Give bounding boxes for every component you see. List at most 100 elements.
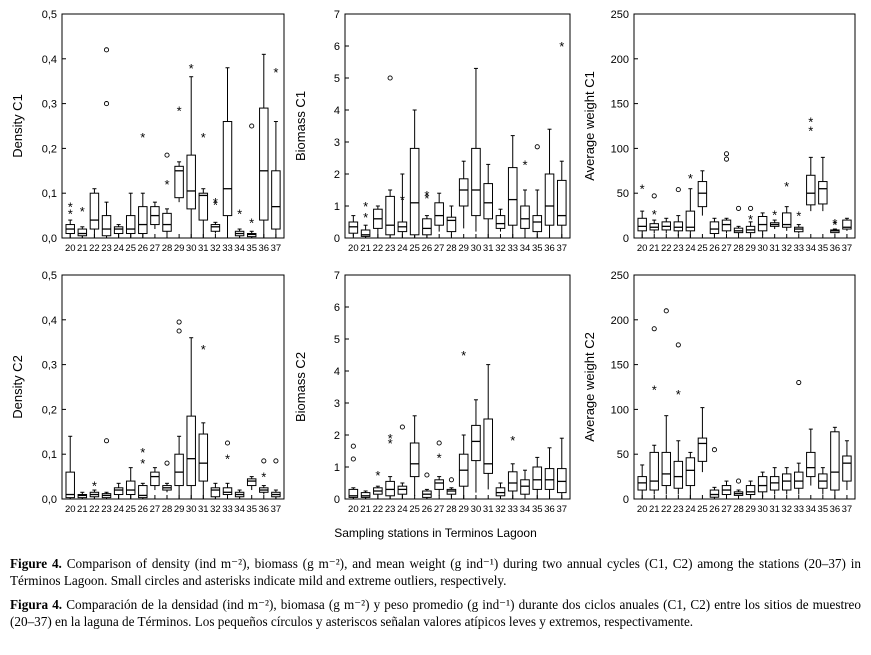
box <box>520 205 530 229</box>
x-tick-label: 32 <box>210 504 221 515</box>
x-tick-label: 23 <box>673 504 684 515</box>
extreme-outlier: * <box>213 197 218 212</box>
x-tick-label: 20 <box>65 504 76 515</box>
box-station-37: 37 * <box>556 39 567 254</box>
extreme-outlier: * <box>388 431 393 446</box>
box-station-30: 30 <box>471 67 481 254</box>
y-tick-label: 100 <box>611 404 629 416</box>
x-tick-label: 29 <box>458 504 469 515</box>
box <box>556 179 567 226</box>
extreme-outlier: * <box>68 206 73 221</box>
box-station-20: 20 <box>65 435 76 515</box>
box-station-26: 26 <box>709 447 720 515</box>
mild-outlier <box>249 123 255 129</box>
x-tick-label: 29 <box>745 243 756 254</box>
x-tick-label: 37 <box>842 504 853 515</box>
y-tick-label: 150 <box>611 360 629 372</box>
x-tick-label: 29 <box>174 243 185 254</box>
x-tick-label: 36 <box>830 243 841 254</box>
x-tick-label: 37 <box>271 504 282 515</box>
box-station-35: 35 <box>532 144 543 254</box>
box <box>483 418 494 474</box>
mild-outlier <box>261 458 267 464</box>
box <box>397 485 408 495</box>
extreme-outlier: * <box>363 210 368 225</box>
x-tick-label: 25 <box>697 243 708 254</box>
x-tick-label: 32 <box>495 243 506 254</box>
box <box>222 487 233 496</box>
mild-outlier <box>796 379 802 386</box>
extreme-outlier: * <box>189 61 194 76</box>
x-tick-label: 20 <box>637 243 648 254</box>
box-station-33: 33 <box>793 379 804 515</box>
box-station-36: 36 <box>259 53 269 254</box>
box-station-23: 23 <box>385 75 396 254</box>
y-tick-label: 0,4 <box>42 54 57 66</box>
mild-outlier <box>711 447 718 453</box>
y-tick-label: 0,5 <box>42 270 57 282</box>
x-tick-label: 36 <box>259 504 270 515</box>
x-tick-label: 27 <box>434 243 445 254</box>
mild-outlier <box>675 342 681 348</box>
x-tick-label: 36 <box>830 504 841 515</box>
extreme-outlier: * <box>400 193 405 208</box>
plot-frame <box>633 274 856 500</box>
box <box>520 479 530 495</box>
box <box>150 471 160 487</box>
x-tick-label: 29 <box>745 504 756 515</box>
x-tick-label: 26 <box>709 243 720 254</box>
box-station-31: 31 * <box>769 208 780 254</box>
x-tick-label: 33 <box>222 243 233 254</box>
x-tick-label: 27 <box>150 504 161 515</box>
x-tick-label: 20 <box>65 243 76 254</box>
y-tick-label: 1 <box>334 201 340 213</box>
box <box>113 226 124 235</box>
box-station-24: 24 <box>113 224 124 254</box>
extreme-outlier: * <box>177 103 182 118</box>
box <box>101 215 112 237</box>
box-station-31: 31 <box>769 467 780 515</box>
box-station-31: 31 <box>483 163 494 254</box>
x-tick-label: 26 <box>422 504 433 515</box>
box-station-32: 32 <box>495 208 506 254</box>
box-station-21: 21 <box>360 490 371 515</box>
box-station-27: 27 <box>721 480 732 515</box>
extreme-outlier: * <box>688 171 693 186</box>
x-tick-label: 23 <box>385 243 396 254</box>
extreme-outlier: * <box>225 452 230 467</box>
x-tick-label: 31 <box>198 504 209 515</box>
caption-english-text: Comparison of density (ind m⁻²), biomass… <box>10 556 862 588</box>
box-station-28: 28 <box>733 205 744 254</box>
x-tick-label: 34 <box>806 504 817 515</box>
box-station-21: 21 <box>77 491 88 515</box>
extreme-outlier: * <box>784 179 789 194</box>
y-axis-label: Average weight C2 <box>582 332 597 442</box>
y-tick-label: 0 <box>623 494 629 506</box>
y-tick-label: 0,2 <box>42 404 57 416</box>
box-station-20: 20 <box>637 464 647 515</box>
box-station-21: 21 ** <box>360 199 371 254</box>
extreme-outlier: * <box>522 157 527 172</box>
x-tick-label: 32 <box>781 504 792 515</box>
y-tick-label: 50 <box>617 449 629 461</box>
x-tick-label: 28 <box>446 243 457 254</box>
box <box>806 451 816 478</box>
x-tick-label: 29 <box>174 504 185 515</box>
box <box>434 202 444 226</box>
x-tick-label: 26 <box>138 243 149 254</box>
x-tick-label: 35 <box>532 243 543 254</box>
box-station-24: 24 <box>397 424 408 515</box>
box <box>65 471 75 499</box>
box <box>532 466 543 490</box>
box <box>348 488 359 498</box>
box-station-24: 24 * <box>685 171 696 254</box>
box-station-37: 37 <box>271 458 282 515</box>
y-tick-label: 0,5 <box>42 9 57 21</box>
box-station-35: 35 <box>532 456 543 515</box>
box <box>385 195 395 236</box>
extreme-outlier: * <box>201 342 206 357</box>
box <box>113 487 124 496</box>
extreme-outlier: * <box>461 348 466 363</box>
y-tick-label: 0,3 <box>42 360 57 372</box>
